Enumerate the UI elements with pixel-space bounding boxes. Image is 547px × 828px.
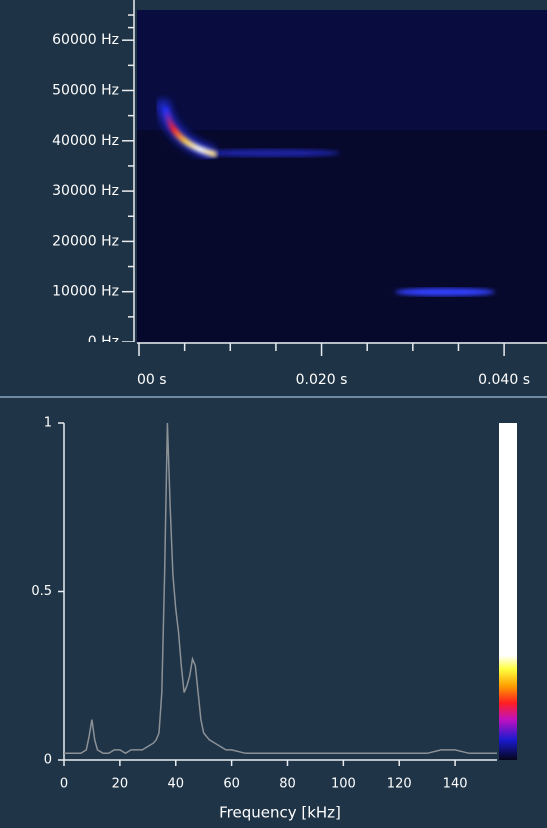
x-axis-labels: 00 s 0.020 s 0.040 s bbox=[137, 343, 530, 388]
spectrogram bbox=[137, 10, 547, 342]
spectrum-chart: 0 0.5 1 0 20 40 60 80 100 120 140 bbox=[31, 416, 497, 792]
y-tick-label: 50000 Hz bbox=[52, 82, 119, 98]
x-tick-label: 0.020 s bbox=[296, 372, 348, 388]
y-tick-label: 30000 Hz bbox=[52, 183, 119, 199]
x-tick-label: 80 bbox=[279, 777, 296, 792]
y-tick-label: 20000 Hz bbox=[52, 233, 119, 249]
y-tick-label: 0.5 bbox=[31, 584, 52, 599]
x-tick-label: 0 bbox=[60, 777, 68, 792]
call-tail bbox=[200, 149, 340, 157]
x-tick-label: 0.040 s bbox=[478, 372, 530, 388]
x-tick-label: 20 bbox=[112, 777, 129, 792]
y-tick-label: 0 Hz bbox=[88, 334, 119, 350]
x-tick-label: 40 bbox=[167, 777, 184, 792]
x-tick-label: 100 bbox=[331, 777, 356, 792]
noise-band bbox=[137, 10, 547, 130]
x-tick-label: 140 bbox=[443, 777, 468, 792]
call-trace bbox=[163, 107, 217, 157]
x-tick-label: 60 bbox=[223, 777, 240, 792]
y-axis-labels: 0 Hz 10000 Hz 20000 Hz 30000 Hz 40000 Hz 5000… bbox=[52, 32, 134, 350]
y-tick-label: 40000 Hz bbox=[52, 133, 119, 149]
spectrum-panel bbox=[0, 398, 547, 828]
x-axis-title: Frequency [kHz] bbox=[219, 804, 341, 822]
x-tick-label: 00 s bbox=[137, 372, 167, 388]
y-tick-label: 1 bbox=[44, 416, 52, 431]
y-tick-label: 10000 Hz bbox=[52, 284, 119, 300]
tone-highlight bbox=[395, 288, 495, 296]
x-tick-label: 120 bbox=[387, 777, 412, 792]
y-tick-label: 60000 Hz bbox=[52, 32, 119, 48]
y-tick-label: 0 bbox=[44, 753, 52, 768]
spectrum-line bbox=[64, 422, 497, 755]
colorbar bbox=[499, 423, 517, 760]
